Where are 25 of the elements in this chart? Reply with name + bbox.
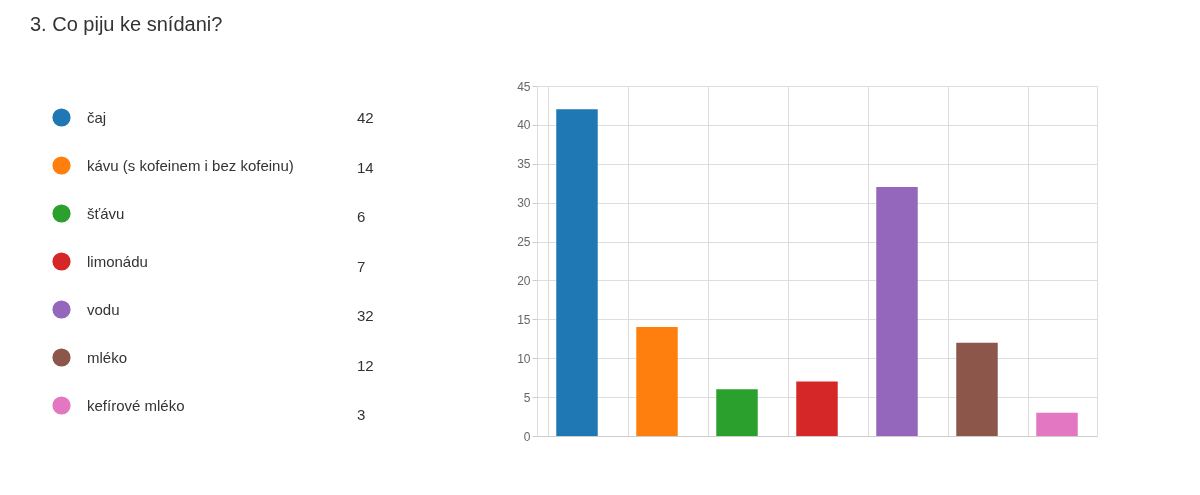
y-tick-label: 40	[517, 118, 531, 133]
text: 42	[357, 109, 374, 126]
y-tick-label: 20	[517, 273, 531, 288]
y-tick-label: 0	[523, 429, 531, 444]
text: 7	[357, 257, 366, 275]
text: 6	[357, 208, 366, 225]
text: 3. Co piju ke snídani?	[30, 13, 223, 35]
legend-label: vodu	[87, 300, 120, 318]
y-tick-label: 15	[517, 312, 531, 327]
legend-label: mléko	[87, 348, 128, 366]
y-tick-label: 25	[517, 235, 531, 250]
text: 12	[357, 356, 374, 374]
text: 14	[357, 158, 374, 176]
text: 32	[357, 307, 374, 324]
text: 3	[357, 406, 366, 423]
y-tick-label: 45	[517, 79, 531, 94]
y-tick-label: 30	[517, 196, 531, 211]
legend-label: kefírové mléko	[87, 396, 185, 414]
y-tick-label: 5	[523, 390, 531, 405]
legend-label: čaj	[87, 108, 107, 126]
legend-label: šťávu	[87, 204, 125, 222]
y-tick-label: 10	[517, 351, 531, 366]
legend-label: kávu (s kofeinem i bez kofeinu)	[87, 156, 294, 174]
legend-label: limonádu	[87, 252, 148, 270]
y-tick-label: 35	[517, 157, 531, 172]
